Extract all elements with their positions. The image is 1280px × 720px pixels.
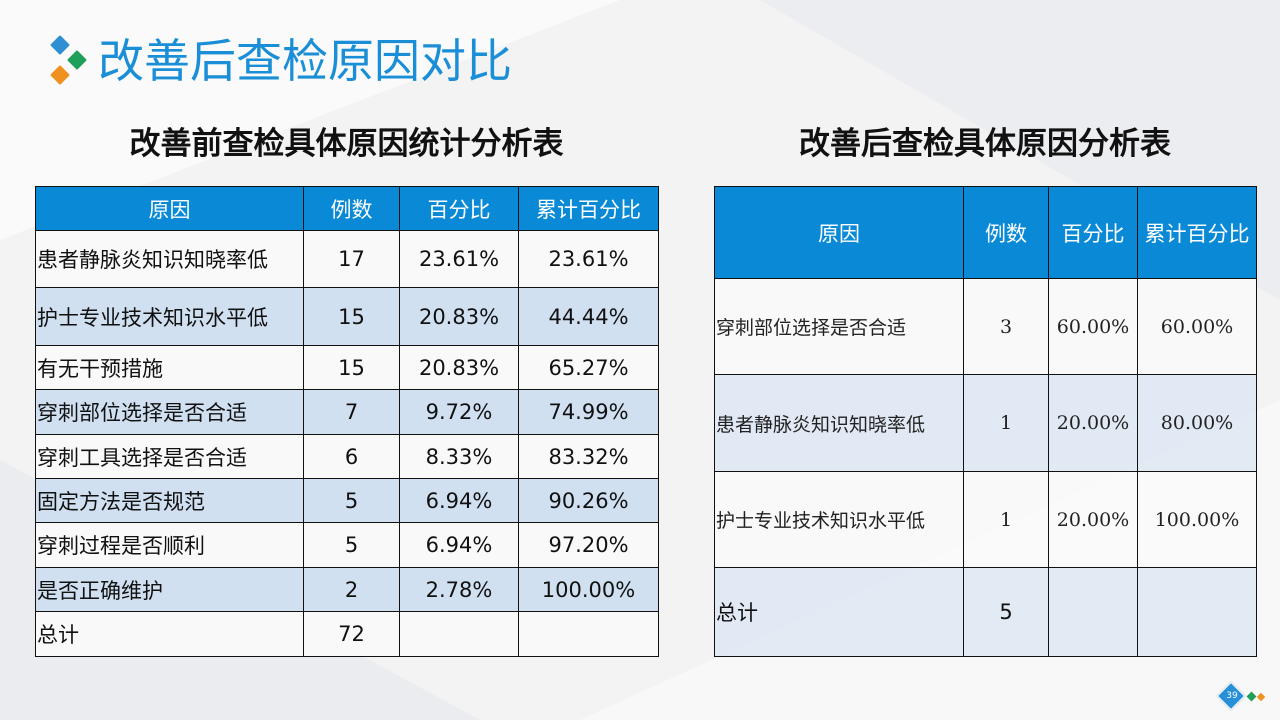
table-row: 穿刺过程是否顺利 5 6.94% 97.20% xyxy=(35,522,659,568)
cell-count: 2 xyxy=(303,567,400,612)
before-table-title: 改善前查检具体原因统计分析表 xyxy=(129,126,564,162)
cell-percent: 8.33% xyxy=(399,434,519,479)
table-row: 穿刺部位选择是否合适 3 60.00% 60.00% xyxy=(714,278,1257,375)
green-diamond-icon xyxy=(67,50,87,70)
cell-reason: 穿刺部位选择是否合适 xyxy=(714,278,964,375)
cell-count: 5 xyxy=(303,478,400,523)
column-header-reason: 原因 xyxy=(714,186,964,279)
cell-percent: 20.00% xyxy=(1048,374,1138,472)
cell-reason: 患者静脉炎知识知晓率低 xyxy=(35,230,304,288)
table-row: 护士专业技术知识水平低 1 20.00% 100.00% xyxy=(714,471,1257,568)
column-header-count: 例数 xyxy=(303,186,400,231)
cell-percent: 20.83% xyxy=(399,287,519,346)
table-row: 有无干预措施 15 20.83% 65.27% xyxy=(35,345,659,390)
cell-percent: 20.83% xyxy=(399,345,519,390)
cell-cumulative: 65.27% xyxy=(518,345,659,390)
cell-cumulative: 44.44% xyxy=(518,287,659,346)
cell-reason: 穿刺部位选择是否合适 xyxy=(35,389,304,435)
after-table-title: 改善后查检具体原因分析表 xyxy=(799,126,1171,162)
column-header-percent: 百分比 xyxy=(399,186,519,231)
cell-total-cumulative xyxy=(1137,567,1257,657)
cell-percent: 2.78% xyxy=(399,567,519,612)
table-row: 固定方法是否规范 5 6.94% 90.26% xyxy=(35,478,659,523)
cell-count: 3 xyxy=(963,278,1049,375)
orange-diamond-icon xyxy=(50,65,70,85)
cell-percent: 20.00% xyxy=(1048,471,1138,568)
cell-total-percent xyxy=(399,611,519,657)
column-header-count: 例数 xyxy=(963,186,1049,279)
cell-reason: 是否正确维护 xyxy=(35,567,304,612)
blue-diamond-icon xyxy=(50,35,70,55)
page-number: 39 xyxy=(1226,691,1238,701)
cell-total-label: 总计 xyxy=(35,611,304,657)
cell-count: 6 xyxy=(303,434,400,479)
cell-count: 1 xyxy=(963,471,1049,568)
table-row: 是否正确维护 2 2.78% 100.00% xyxy=(35,567,659,612)
table-row: 护士专业技术知识水平低 15 20.83% 44.44% xyxy=(35,287,659,346)
cell-total-count: 5 xyxy=(963,567,1049,657)
cell-percent: 9.72% xyxy=(399,389,519,435)
diamond-cluster-icon xyxy=(50,35,100,86)
cell-reason: 固定方法是否规范 xyxy=(35,478,304,523)
table-row: 穿刺部位选择是否合适 7 9.72% 74.99% xyxy=(35,389,659,435)
cell-total-count: 72 xyxy=(303,611,400,657)
cell-count: 15 xyxy=(303,345,400,390)
cell-reason: 穿刺过程是否顺利 xyxy=(35,522,304,568)
table-row: 患者静脉炎知识知晓率低 17 23.61% 23.61% xyxy=(35,230,659,288)
column-header-reason: 原因 xyxy=(35,186,304,231)
cell-count: 1 xyxy=(963,374,1049,472)
cell-count: 5 xyxy=(303,522,400,568)
cell-total-percent xyxy=(1048,567,1138,657)
cell-reason: 护士专业技术知识水平低 xyxy=(714,471,964,568)
cell-total-label: 总计 xyxy=(714,567,964,657)
table-total-row: 总计 72 xyxy=(35,611,659,657)
column-header-cumulative: 累计百分比 xyxy=(518,186,659,231)
orange-diamond-icon xyxy=(1256,692,1266,702)
table-row: 患者静脉炎知识知晓率低 1 20.00% 80.00% xyxy=(714,374,1257,472)
page-number-badge: 39 xyxy=(1216,681,1268,711)
cell-cumulative: 90.26% xyxy=(518,478,659,523)
cell-cumulative: 100.00% xyxy=(518,567,659,612)
after-improvement-table: 原因 例数 百分比 累计百分比 穿刺部位选择是否合适 3 60.00% 60.0… xyxy=(714,186,1257,657)
page-title: 改善后查检原因对比 xyxy=(98,34,512,88)
cell-cumulative: 80.00% xyxy=(1137,374,1257,472)
cell-percent: 6.94% xyxy=(399,522,519,568)
green-diamond-icon xyxy=(1246,691,1257,702)
cell-percent: 6.94% xyxy=(399,478,519,523)
cell-cumulative: 97.20% xyxy=(518,522,659,568)
cell-cumulative: 60.00% xyxy=(1137,278,1257,375)
cell-reason: 穿刺工具选择是否合适 xyxy=(35,434,304,479)
cell-cumulative: 23.61% xyxy=(518,230,659,288)
cell-count: 15 xyxy=(303,287,400,346)
column-header-cumulative: 累计百分比 xyxy=(1137,186,1257,279)
table-row: 穿刺工具选择是否合适 6 8.33% 83.32% xyxy=(35,434,659,479)
cell-percent: 60.00% xyxy=(1048,278,1138,375)
cell-percent: 23.61% xyxy=(399,230,519,288)
cell-reason: 有无干预措施 xyxy=(35,345,304,390)
cell-cumulative: 74.99% xyxy=(518,389,659,435)
cell-total-cumulative xyxy=(518,611,659,657)
table-total-row: 总计 5 xyxy=(714,567,1257,657)
column-header-percent: 百分比 xyxy=(1048,186,1138,279)
table-header-row: 原因 例数 百分比 累计百分比 xyxy=(714,186,1257,279)
cell-cumulative: 83.32% xyxy=(518,434,659,479)
cell-count: 7 xyxy=(303,389,400,435)
cell-reason: 护士专业技术知识水平低 xyxy=(35,287,304,346)
cell-reason: 患者静脉炎知识知晓率低 xyxy=(714,374,964,472)
table-header-row: 原因 例数 百分比 累计百分比 xyxy=(35,186,659,231)
before-improvement-table: 原因 例数 百分比 累计百分比 患者静脉炎知识知晓率低 17 23.61% 23… xyxy=(35,186,659,657)
cell-cumulative: 100.00% xyxy=(1137,471,1257,568)
cell-count: 17 xyxy=(303,230,400,288)
